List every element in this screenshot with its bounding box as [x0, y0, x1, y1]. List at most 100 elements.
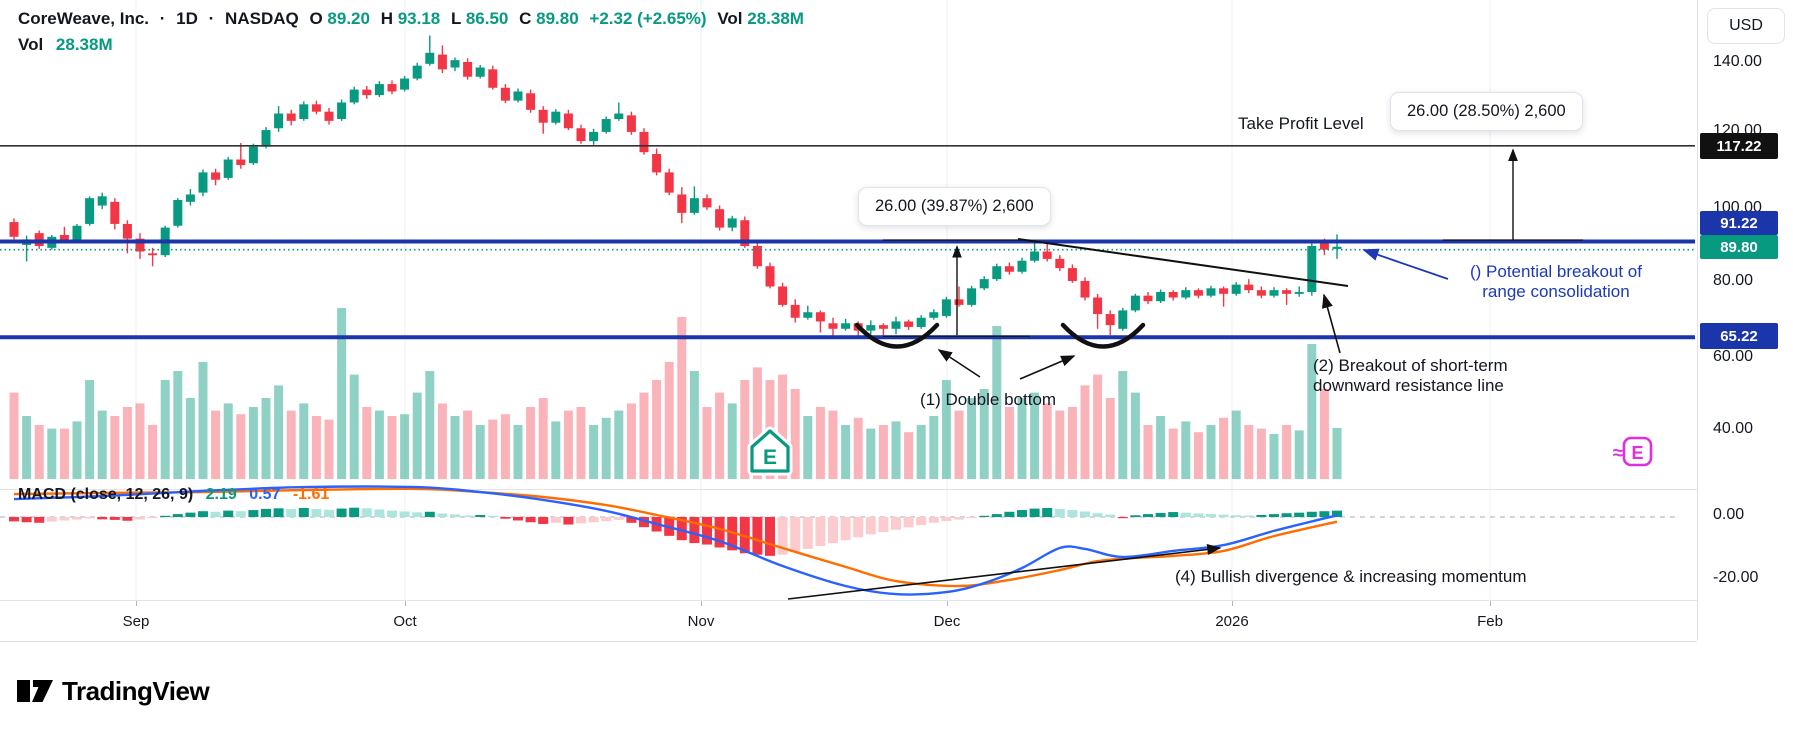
macd-histogram-bar: [815, 517, 826, 546]
candle-body: [349, 89, 359, 103]
range-measure-tooltip-mid[interactable]: 26.00 (39.87%) 2,600: [858, 187, 1051, 226]
time-tick-mark: [405, 601, 406, 606]
volume-bar: [22, 416, 32, 479]
macd-histogram-bar: [450, 514, 460, 517]
volume-bar: [1307, 344, 1317, 479]
macd-histogram-bar: [34, 517, 45, 523]
candle-body: [122, 223, 132, 239]
volume-indicator-row[interactable]: Vol 28.38M: [18, 35, 113, 55]
price-level-lines[interactable]: [0, 145, 1695, 340]
macd-histogram-bar: [210, 511, 221, 517]
macd-histogram-bar: [1256, 514, 1267, 517]
volume-bars: [9, 308, 1342, 479]
macd-histogram-bar: [298, 508, 309, 517]
candle-body: [1294, 292, 1304, 294]
volume-bar: [9, 392, 19, 479]
trendline-breakout-label[interactable]: (2) Breakout of short-term downward resi…: [1313, 356, 1508, 396]
candle-body: [1156, 292, 1166, 302]
candle-body: [841, 323, 851, 329]
timeframe-button[interactable]: 1D: [176, 9, 198, 28]
time-tick-mark: [947, 601, 948, 606]
macd-histogram-bar: [500, 517, 511, 519]
macd-histogram-bar: [487, 515, 498, 517]
macd-indicator-row[interactable]: MACD (close, 12, 26, 9) 2.19 0.57 -1.61: [18, 486, 337, 504]
macd-line: [13, 485, 1338, 596]
close-label: C: [519, 9, 532, 28]
volume-bar: [223, 403, 233, 479]
price-tick-label: 140.00: [1713, 53, 1762, 70]
macd-histogram-bar: [1067, 510, 1078, 517]
tradingview-wordmark: TradingView: [62, 675, 210, 706]
candle-body: [992, 266, 1002, 280]
volume-bar: [727, 403, 737, 479]
price-axis[interactable]: USD 140.00 120.00 100.00 80.00 60.00 40.00 0.0…: [1697, 0, 1793, 640]
macd-histogram-bar: [235, 511, 246, 517]
volume-bar: [790, 389, 800, 479]
candle-body: [1168, 292, 1178, 298]
tradingview-attribution[interactable]: TradingView: [16, 674, 210, 708]
candle-body: [891, 321, 901, 329]
separator: ·: [159, 9, 166, 28]
potential-breakout-label[interactable]: () Potential breakout of range consolida…: [1442, 262, 1670, 302]
earnings-badges[interactable]: E ≈ E: [747, 426, 1653, 476]
macd-histogram-bar: [790, 517, 801, 553]
candle-body: [652, 154, 662, 173]
candle-body: [689, 198, 699, 213]
volume-bar: [1294, 430, 1304, 479]
candle-body: [1080, 280, 1090, 298]
macd-histogram-bar: [1180, 512, 1191, 517]
price-tick-label: 0.00: [1713, 506, 1745, 523]
volume-bar: [349, 374, 359, 479]
macd-title: MACD (close, 12, 26, 9): [18, 486, 194, 503]
volume-bar: [1168, 428, 1178, 479]
macd-histogram-bar: [714, 517, 725, 548]
candle-body: [790, 304, 800, 318]
volume-bar: [463, 410, 473, 479]
volume-bar: [135, 403, 145, 479]
time-axis[interactable]: Sep Oct Nov Dec 2026 Feb: [0, 600, 1697, 642]
macd-histogram-bar: [626, 517, 637, 523]
chart-canvas[interactable]: E ≈ E: [0, 0, 1697, 600]
volume-bar: [639, 392, 649, 479]
macd-histogram-bar: [689, 517, 700, 544]
volume-bar: [85, 380, 95, 479]
macd-histogram-bar: [1269, 514, 1279, 517]
candle-body: [740, 220, 750, 246]
volume-bar: [752, 367, 762, 479]
symbol-name[interactable]: CoreWeave, Inc.: [18, 9, 150, 28]
macd-histogram-bar: [1042, 508, 1053, 517]
drawings[interactable]: [787, 148, 1583, 600]
macd-histogram-bar: [563, 517, 574, 525]
macd-histogram-bar: [853, 517, 864, 538]
double-bottom-label[interactable]: (1) Double bottom: [920, 390, 1057, 409]
macd-histogram-bar: [475, 514, 486, 517]
macd-histogram-bar: [462, 515, 473, 517]
macd-histogram-bar: [21, 517, 32, 523]
candle-body: [904, 321, 914, 327]
time-tick-label: Feb: [1477, 613, 1503, 630]
volume-bar: [778, 374, 788, 479]
separator: ·: [208, 9, 215, 28]
take-profit-label[interactable]: Take Profit Level: [1238, 114, 1364, 133]
macd-histogram-bar: [865, 517, 876, 535]
candle-body: [488, 69, 498, 88]
bullish-divergence-label[interactable]: (4) Bullish divergence & increasing mome…: [1175, 567, 1527, 586]
candle-body: [526, 93, 536, 110]
macd-histogram-bar: [588, 517, 599, 523]
exchange-label[interactable]: NASDAQ: [225, 9, 299, 28]
macd-histogram-bar: [286, 509, 297, 517]
volume-bar: [1156, 416, 1166, 479]
volume-bar: [1105, 398, 1115, 479]
vol-indicator-label: Vol: [18, 35, 44, 54]
candle-body: [1282, 290, 1292, 294]
candle-body: [1206, 288, 1216, 296]
macd-histogram-bar: [513, 517, 523, 521]
candle-body: [1269, 290, 1279, 296]
currency-button[interactable]: USD: [1707, 8, 1785, 44]
open-value: 89.20: [327, 9, 370, 28]
macd-histogram-bar: [954, 517, 964, 520]
range-measure-tooltip-top[interactable]: 26.00 (28.50%) 2,600: [1390, 92, 1583, 131]
volume-bar: [916, 425, 926, 479]
volume-bar: [59, 428, 69, 479]
